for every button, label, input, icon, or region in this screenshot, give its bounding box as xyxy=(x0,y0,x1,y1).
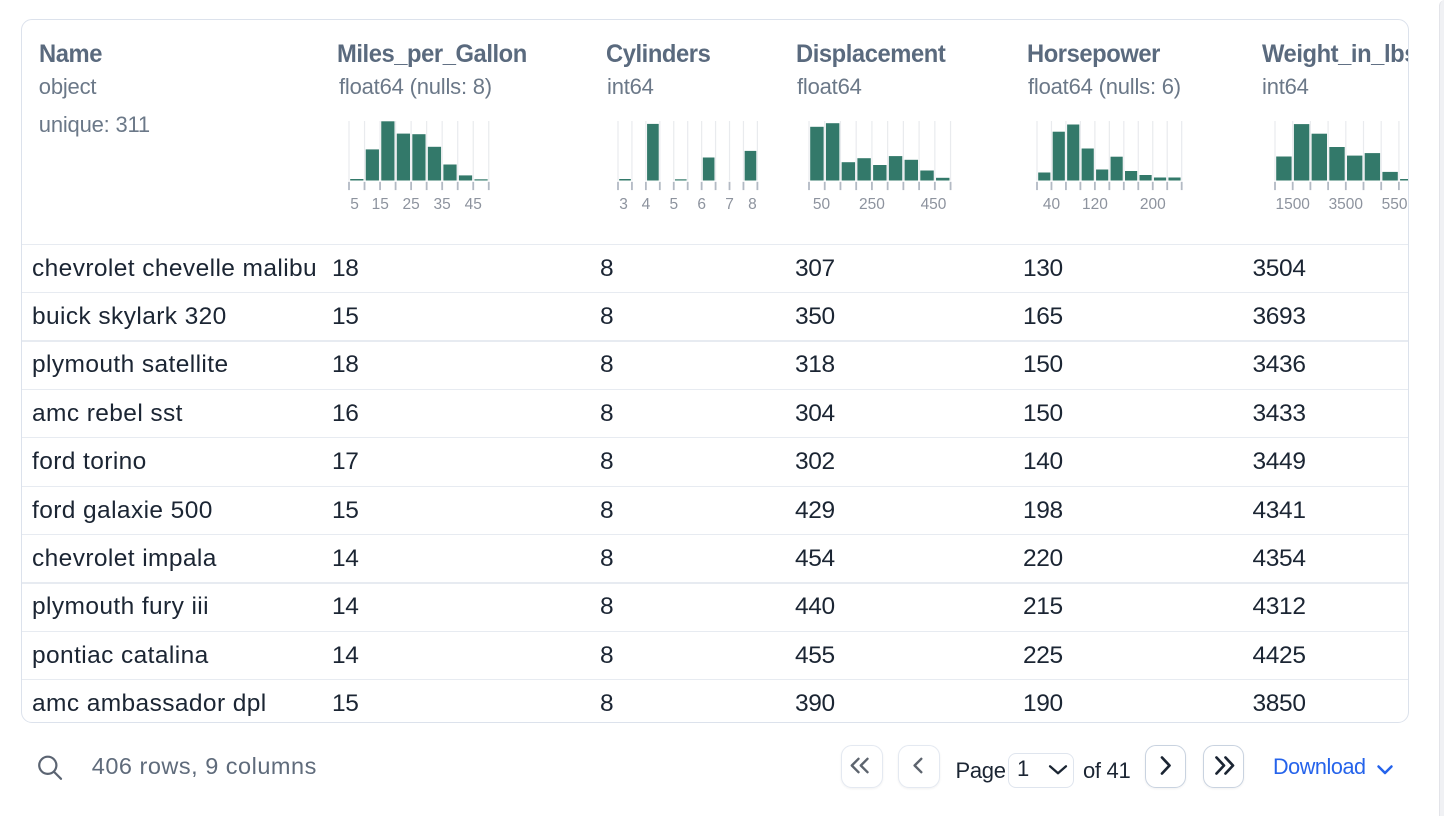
svg-text:1500: 1500 xyxy=(1275,195,1309,212)
svg-text:5500: 5500 xyxy=(1381,195,1409,212)
svg-text:15: 15 xyxy=(371,195,388,212)
svg-text:450: 450 xyxy=(921,195,947,212)
svg-text:3500: 3500 xyxy=(1328,195,1362,212)
svg-text:3: 3 xyxy=(619,195,628,212)
svg-text:6: 6 xyxy=(697,195,706,212)
svg-text:120: 120 xyxy=(1082,195,1108,212)
svg-text:45: 45 xyxy=(464,195,481,212)
svg-text:25: 25 xyxy=(402,195,419,212)
svg-text:40: 40 xyxy=(1043,195,1060,212)
svg-text:5: 5 xyxy=(669,195,678,212)
svg-text:5: 5 xyxy=(350,195,359,212)
svg-text:8: 8 xyxy=(748,195,757,212)
svg-text:250: 250 xyxy=(859,195,885,212)
svg-text:35: 35 xyxy=(433,195,450,212)
svg-text:4: 4 xyxy=(641,195,650,212)
svg-text:7: 7 xyxy=(725,195,734,212)
svg-text:200: 200 xyxy=(1140,195,1166,212)
svg-text:50: 50 xyxy=(813,195,830,212)
